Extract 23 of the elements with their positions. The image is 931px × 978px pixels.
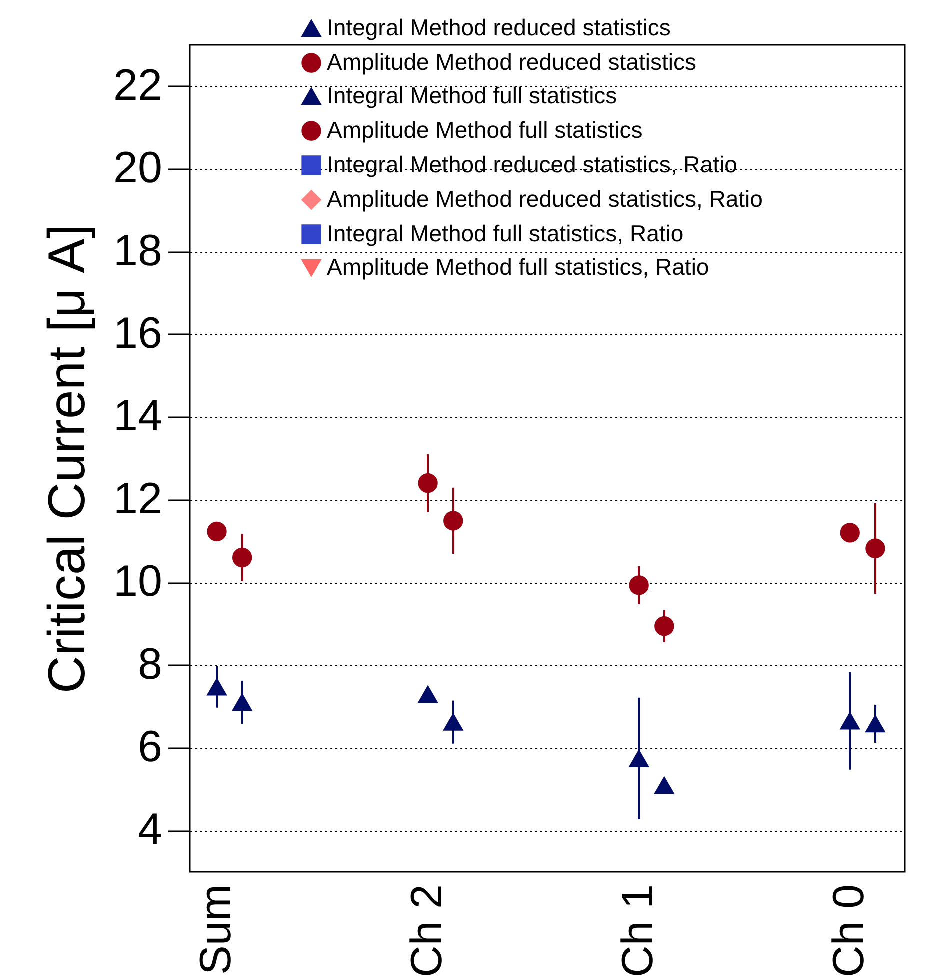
y-axis-title: Critical Current [μ A] xyxy=(38,224,97,694)
legend-label: Amplitude Method full statistics, Ratio xyxy=(327,254,710,280)
y-tick-label: 20 xyxy=(114,144,162,193)
legend-label: Integral Method full statistics xyxy=(327,82,618,108)
y-tick-label: 6 xyxy=(138,722,162,772)
legend-label: Integral Method full statistics, Ratio xyxy=(327,220,684,246)
y-tick-label: 8 xyxy=(138,640,162,689)
legend-label: Amplitude Method reduced statistics, Ratio xyxy=(327,186,763,212)
y-tick-label: 16 xyxy=(114,308,162,358)
x-tick-label: Ch 2 xyxy=(402,884,452,978)
legend-label: Amplitude Method reduced statistics xyxy=(327,49,696,75)
x-tick-label: Ch 1 xyxy=(614,884,663,978)
y-tick-label: 12 xyxy=(114,474,162,524)
legend-label: Amplitude Method full statistics xyxy=(327,117,643,143)
legend-label: Integral Method reduced statistics, Ratio xyxy=(327,152,738,178)
x-tick-label: Sum xyxy=(192,884,241,975)
x-tick-label: Ch 0 xyxy=(824,884,874,978)
legend-label: Integral Method reduced statistics xyxy=(327,14,671,40)
y-tick-label: 18 xyxy=(114,226,162,276)
y-tick-label: 14 xyxy=(114,392,162,441)
y-tick-label: 10 xyxy=(114,557,162,606)
y-tick-label: 22 xyxy=(114,60,162,110)
y-tick-label: 4 xyxy=(138,805,162,854)
